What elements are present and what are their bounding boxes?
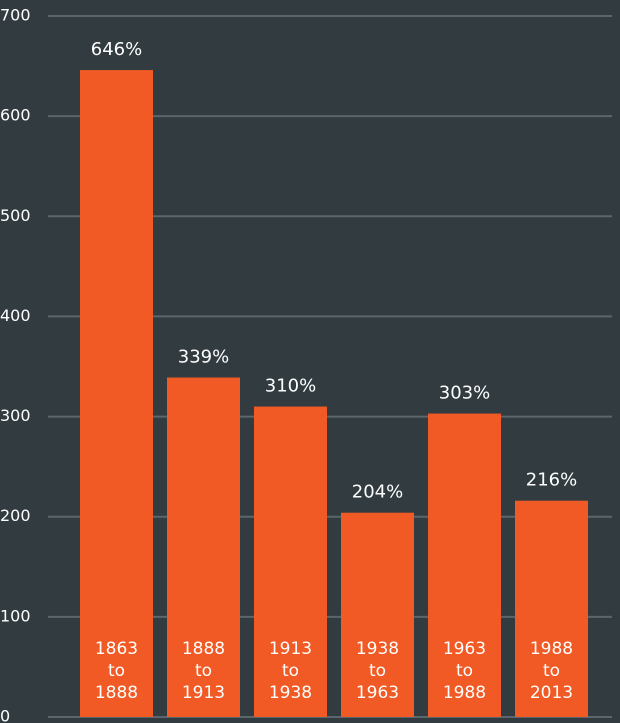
y-tick-label: 100 <box>0 606 31 625</box>
value-label: 204% <box>352 482 403 503</box>
value-label: 303% <box>439 383 490 404</box>
y-tick-label: 0 <box>0 707 10 723</box>
y-tick-label: 700 <box>0 6 31 25</box>
category-label: 1938 to 1963 <box>355 639 400 703</box>
bar <box>515 500 588 717</box>
category-label: 1863 to 1888 <box>94 639 139 703</box>
category-label: 1888 to 1913 <box>181 639 226 703</box>
y-tick-label: 500 <box>0 206 31 225</box>
y-tick-label: 600 <box>0 106 31 125</box>
value-label: 216% <box>526 470 577 491</box>
bar <box>428 413 501 717</box>
category-label: 1988 to 2013 <box>529 639 574 703</box>
bar <box>80 70 153 717</box>
category-label: 1913 to 1938 <box>268 639 313 703</box>
value-label: 310% <box>265 376 316 397</box>
bar <box>167 377 240 717</box>
y-tick-label: 200 <box>0 506 31 525</box>
value-label: 646% <box>91 39 142 60</box>
y-tick-label: 300 <box>0 406 31 425</box>
value-label: 339% <box>178 347 229 368</box>
category-label: 1963 to 1988 <box>442 639 487 703</box>
bar <box>254 406 327 717</box>
y-tick-label: 400 <box>0 306 31 325</box>
bar <box>341 512 414 717</box>
